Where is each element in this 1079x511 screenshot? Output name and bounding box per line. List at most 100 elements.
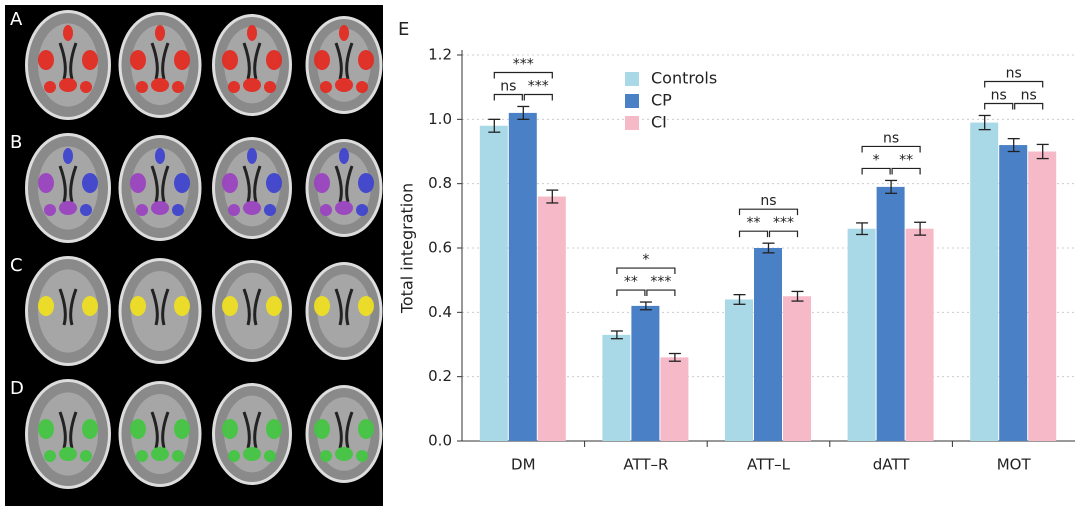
activation-blob — [228, 450, 240, 462]
activation-blob — [172, 450, 184, 462]
panel-letter: A — [10, 9, 23, 30]
activation-blob — [266, 419, 282, 439]
figure: ABCD E Total integration 0.00.20.40.60.8… — [0, 0, 1079, 511]
activation-blob — [335, 447, 353, 461]
bar — [999, 145, 1027, 441]
significance-label: ns — [991, 87, 1007, 103]
significance-bracket — [740, 231, 768, 237]
x-tick-label: ATT–L — [747, 456, 791, 474]
activation-blob — [243, 201, 261, 215]
activation-blob — [174, 296, 190, 316]
panel-letter: C — [10, 255, 23, 276]
activation-blob — [63, 148, 73, 164]
activation-blob — [80, 450, 92, 462]
bar — [906, 229, 934, 441]
bar — [538, 197, 566, 441]
panel-label: E — [398, 19, 409, 40]
activation-blob — [358, 296, 374, 316]
y-axis-label: Total integration — [398, 183, 417, 314]
activation-blob — [228, 81, 240, 93]
activation-blob — [314, 173, 330, 193]
significance-label: ** — [624, 274, 638, 290]
activation-blob — [222, 419, 238, 439]
x-tick-label: ATT–R — [623, 456, 668, 474]
activation-blob — [243, 447, 261, 461]
activation-blob — [38, 296, 54, 316]
significance-label: *** — [650, 274, 671, 290]
activation-blob — [314, 296, 330, 316]
activation-blob — [339, 25, 349, 41]
bar — [970, 123, 998, 441]
legend-swatch — [625, 116, 639, 130]
activation-blob — [82, 50, 98, 70]
x-tick-label: dATT — [873, 456, 911, 474]
activation-blob — [155, 25, 165, 41]
activation-blob — [82, 419, 98, 439]
panel-letter: B — [10, 132, 22, 153]
legend-swatch — [625, 72, 639, 86]
y-tick-label: 0.6 — [428, 239, 452, 257]
activation-blob — [222, 173, 238, 193]
significance-label: ns — [1006, 65, 1022, 81]
activation-blob — [339, 148, 349, 164]
significance-bracket — [494, 94, 522, 100]
activation-blob — [222, 50, 238, 70]
x-tick-label: MOT — [997, 456, 1032, 474]
significance-bracket — [770, 231, 798, 237]
bar — [754, 248, 782, 441]
activation-blob — [59, 201, 77, 215]
significance-label: ** — [899, 152, 913, 168]
significance-label: ns — [1021, 87, 1037, 103]
significance-bracket — [1015, 103, 1043, 109]
activation-blob — [243, 78, 261, 92]
activation-blob — [222, 296, 238, 316]
y-tick-label: 1.0 — [428, 110, 452, 128]
bar — [509, 113, 537, 441]
activation-blob — [59, 78, 77, 92]
bar — [848, 229, 876, 441]
activation-blob — [136, 450, 148, 462]
significance-label: ns — [500, 78, 516, 94]
y-tick-label: 0.8 — [428, 174, 452, 192]
legend-label: CP — [651, 91, 672, 110]
activation-blob — [320, 204, 332, 216]
activation-blob — [266, 50, 282, 70]
activation-blob — [136, 204, 148, 216]
legend-swatch — [625, 94, 639, 108]
activation-blob — [358, 419, 374, 439]
bar — [660, 357, 688, 441]
activation-blob — [264, 81, 276, 93]
activation-blob — [174, 173, 190, 193]
activation-blob — [174, 419, 190, 439]
bar — [783, 296, 811, 441]
activation-blob — [130, 173, 146, 193]
activation-blob — [151, 78, 169, 92]
significance-label: *** — [513, 56, 534, 72]
x-tick-label: DM — [511, 456, 536, 474]
bar — [1028, 152, 1056, 442]
bar — [631, 306, 659, 441]
activation-blob — [172, 81, 184, 93]
legend-label: CI — [651, 113, 667, 132]
legend-label: Controls — [651, 69, 717, 88]
activation-blob — [80, 204, 92, 216]
y-tick-label: 1.2 — [428, 46, 452, 64]
activation-blob — [320, 450, 332, 462]
activation-blob — [38, 50, 54, 70]
y-tick-label: 0.4 — [428, 303, 452, 321]
activation-blob — [38, 419, 54, 439]
activation-blob — [314, 419, 330, 439]
bar — [480, 126, 508, 441]
significance-bracket — [985, 103, 1013, 109]
y-tick-label: 0.2 — [428, 367, 452, 385]
activation-blob — [266, 296, 282, 316]
activation-blob — [82, 296, 98, 316]
activation-blob — [151, 201, 169, 215]
activation-blob — [358, 50, 374, 70]
activation-blob — [130, 50, 146, 70]
activation-blob — [44, 81, 56, 93]
significance-bracket — [647, 290, 675, 296]
significance-label: * — [873, 152, 880, 168]
activation-blob — [358, 173, 374, 193]
bar — [877, 187, 905, 441]
